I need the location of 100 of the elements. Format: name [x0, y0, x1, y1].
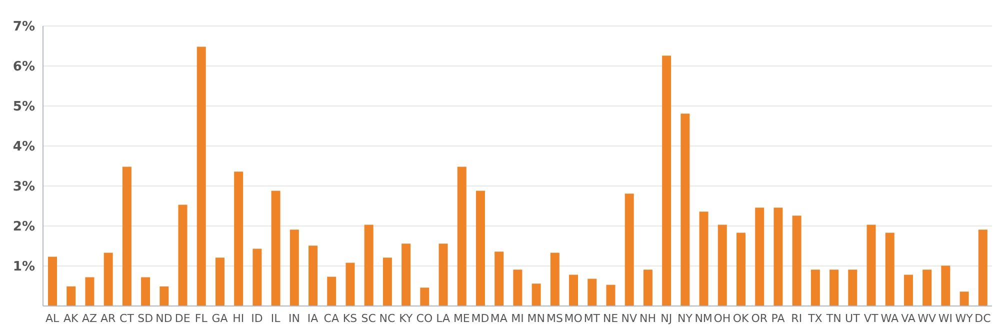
x-tick-label: IN: [288, 312, 300, 325]
bar: [382, 258, 392, 306]
bar: [346, 262, 355, 306]
bar: [624, 194, 634, 306]
x-tick-label: MO: [564, 312, 583, 325]
x-tick-label: FL: [194, 312, 208, 325]
y-tick-label: 2%: [12, 220, 35, 235]
bar: [457, 166, 466, 306]
x-tick-label: MS: [546, 312, 563, 325]
bar: [420, 288, 430, 306]
x-tick-label: TX: [807, 312, 823, 325]
bar: [941, 266, 950, 306]
bar: [866, 224, 876, 306]
x-tick-label: KS: [342, 312, 358, 325]
x-tick-label: WI: [938, 312, 953, 325]
bar: [48, 256, 57, 306]
bar: [160, 286, 169, 306]
bar: [252, 248, 262, 306]
x-tick-label: UT: [845, 312, 860, 325]
x-tick-label: WY: [955, 312, 974, 325]
x-tick-label: AK: [64, 312, 80, 325]
bar: [736, 232, 746, 306]
x-tick-label: MA: [490, 312, 508, 325]
bar: [364, 224, 374, 306]
bar: [532, 284, 541, 306]
x-tick-label: KY: [399, 312, 413, 325]
x-tick-label: NC: [379, 312, 396, 325]
x-tick-label: AL: [45, 312, 60, 325]
x-tick-label: HI: [232, 312, 244, 325]
bar: [290, 230, 299, 306]
y-tick-label: 4%: [12, 140, 35, 155]
bar: [830, 270, 839, 306]
x-tick-label: VA: [901, 312, 916, 325]
x-tick-label: NH: [640, 312, 656, 325]
bar: [680, 114, 690, 306]
y-tick-label: 7%: [12, 20, 35, 35]
bar: [606, 284, 616, 306]
bar: [978, 230, 988, 306]
bar: [402, 244, 411, 306]
bar: [810, 270, 820, 306]
x-tick-label: OR: [751, 312, 768, 325]
x-tick-label: AR: [100, 312, 116, 325]
y-tick-label: 3%: [12, 180, 35, 195]
bar: [569, 274, 578, 306]
x-tick-label: DE: [174, 312, 190, 325]
x-tick-label: ID: [251, 312, 263, 325]
bar: [104, 252, 113, 306]
x-tick-label: GA: [212, 312, 228, 325]
bar: [234, 172, 244, 306]
bar: [755, 208, 764, 306]
x-tick-label: NM: [694, 312, 712, 325]
x-tick-label: MI: [511, 312, 524, 325]
bar: [196, 46, 206, 306]
x-tick-label: SD: [138, 312, 154, 325]
bar: [848, 270, 858, 306]
bar: [438, 244, 448, 306]
x-tick-label: DC: [974, 312, 992, 325]
bar: [885, 232, 894, 306]
x-tick-label: MD: [471, 312, 490, 325]
bar: [774, 208, 783, 306]
bar: [960, 292, 969, 306]
bar: [550, 252, 560, 306]
x-tick-label: NY: [677, 312, 693, 325]
bar: [85, 277, 94, 306]
x-tick-label: WA: [880, 312, 900, 325]
x-tick-label: NE: [602, 312, 618, 325]
bar: [122, 166, 132, 306]
bar: [215, 258, 224, 306]
bar: [141, 277, 150, 306]
bar: [513, 270, 522, 306]
x-tick-label: OH: [714, 312, 731, 325]
x-tick-label: ME: [453, 312, 470, 325]
bar: [494, 252, 504, 306]
bar: [792, 216, 802, 306]
bar: [922, 270, 932, 306]
x-tick-label: ND: [156, 312, 172, 325]
x-tick-label: PA: [771, 312, 786, 325]
bar: [699, 212, 708, 306]
x-tick-label: CT: [120, 312, 134, 325]
x-tick-label: CA: [324, 312, 340, 325]
x-tick-label: NJ: [660, 312, 672, 325]
x-tick-label: AZ: [82, 312, 98, 325]
bar: [178, 204, 188, 306]
x-tick-label: OK: [732, 312, 750, 325]
y-tick-label: 5%: [12, 100, 35, 115]
x-tick-label: TN: [825, 312, 842, 325]
bar: [327, 276, 336, 306]
x-tick-label: CO: [416, 312, 433, 325]
bar: [66, 286, 76, 306]
y-tick-label: 6%: [12, 60, 35, 75]
x-tick-label: VT: [864, 312, 878, 325]
x-tick-label: MT: [584, 312, 600, 325]
x-tick-label: LA: [436, 312, 450, 325]
bar: [662, 56, 672, 306]
bar: [476, 190, 485, 306]
x-tick-label: IL: [270, 312, 282, 325]
y-tick-label: 1%: [12, 260, 35, 275]
x-tick-label: WV: [918, 312, 937, 325]
x-tick-label: MN: [527, 312, 545, 325]
bar: [308, 246, 318, 306]
